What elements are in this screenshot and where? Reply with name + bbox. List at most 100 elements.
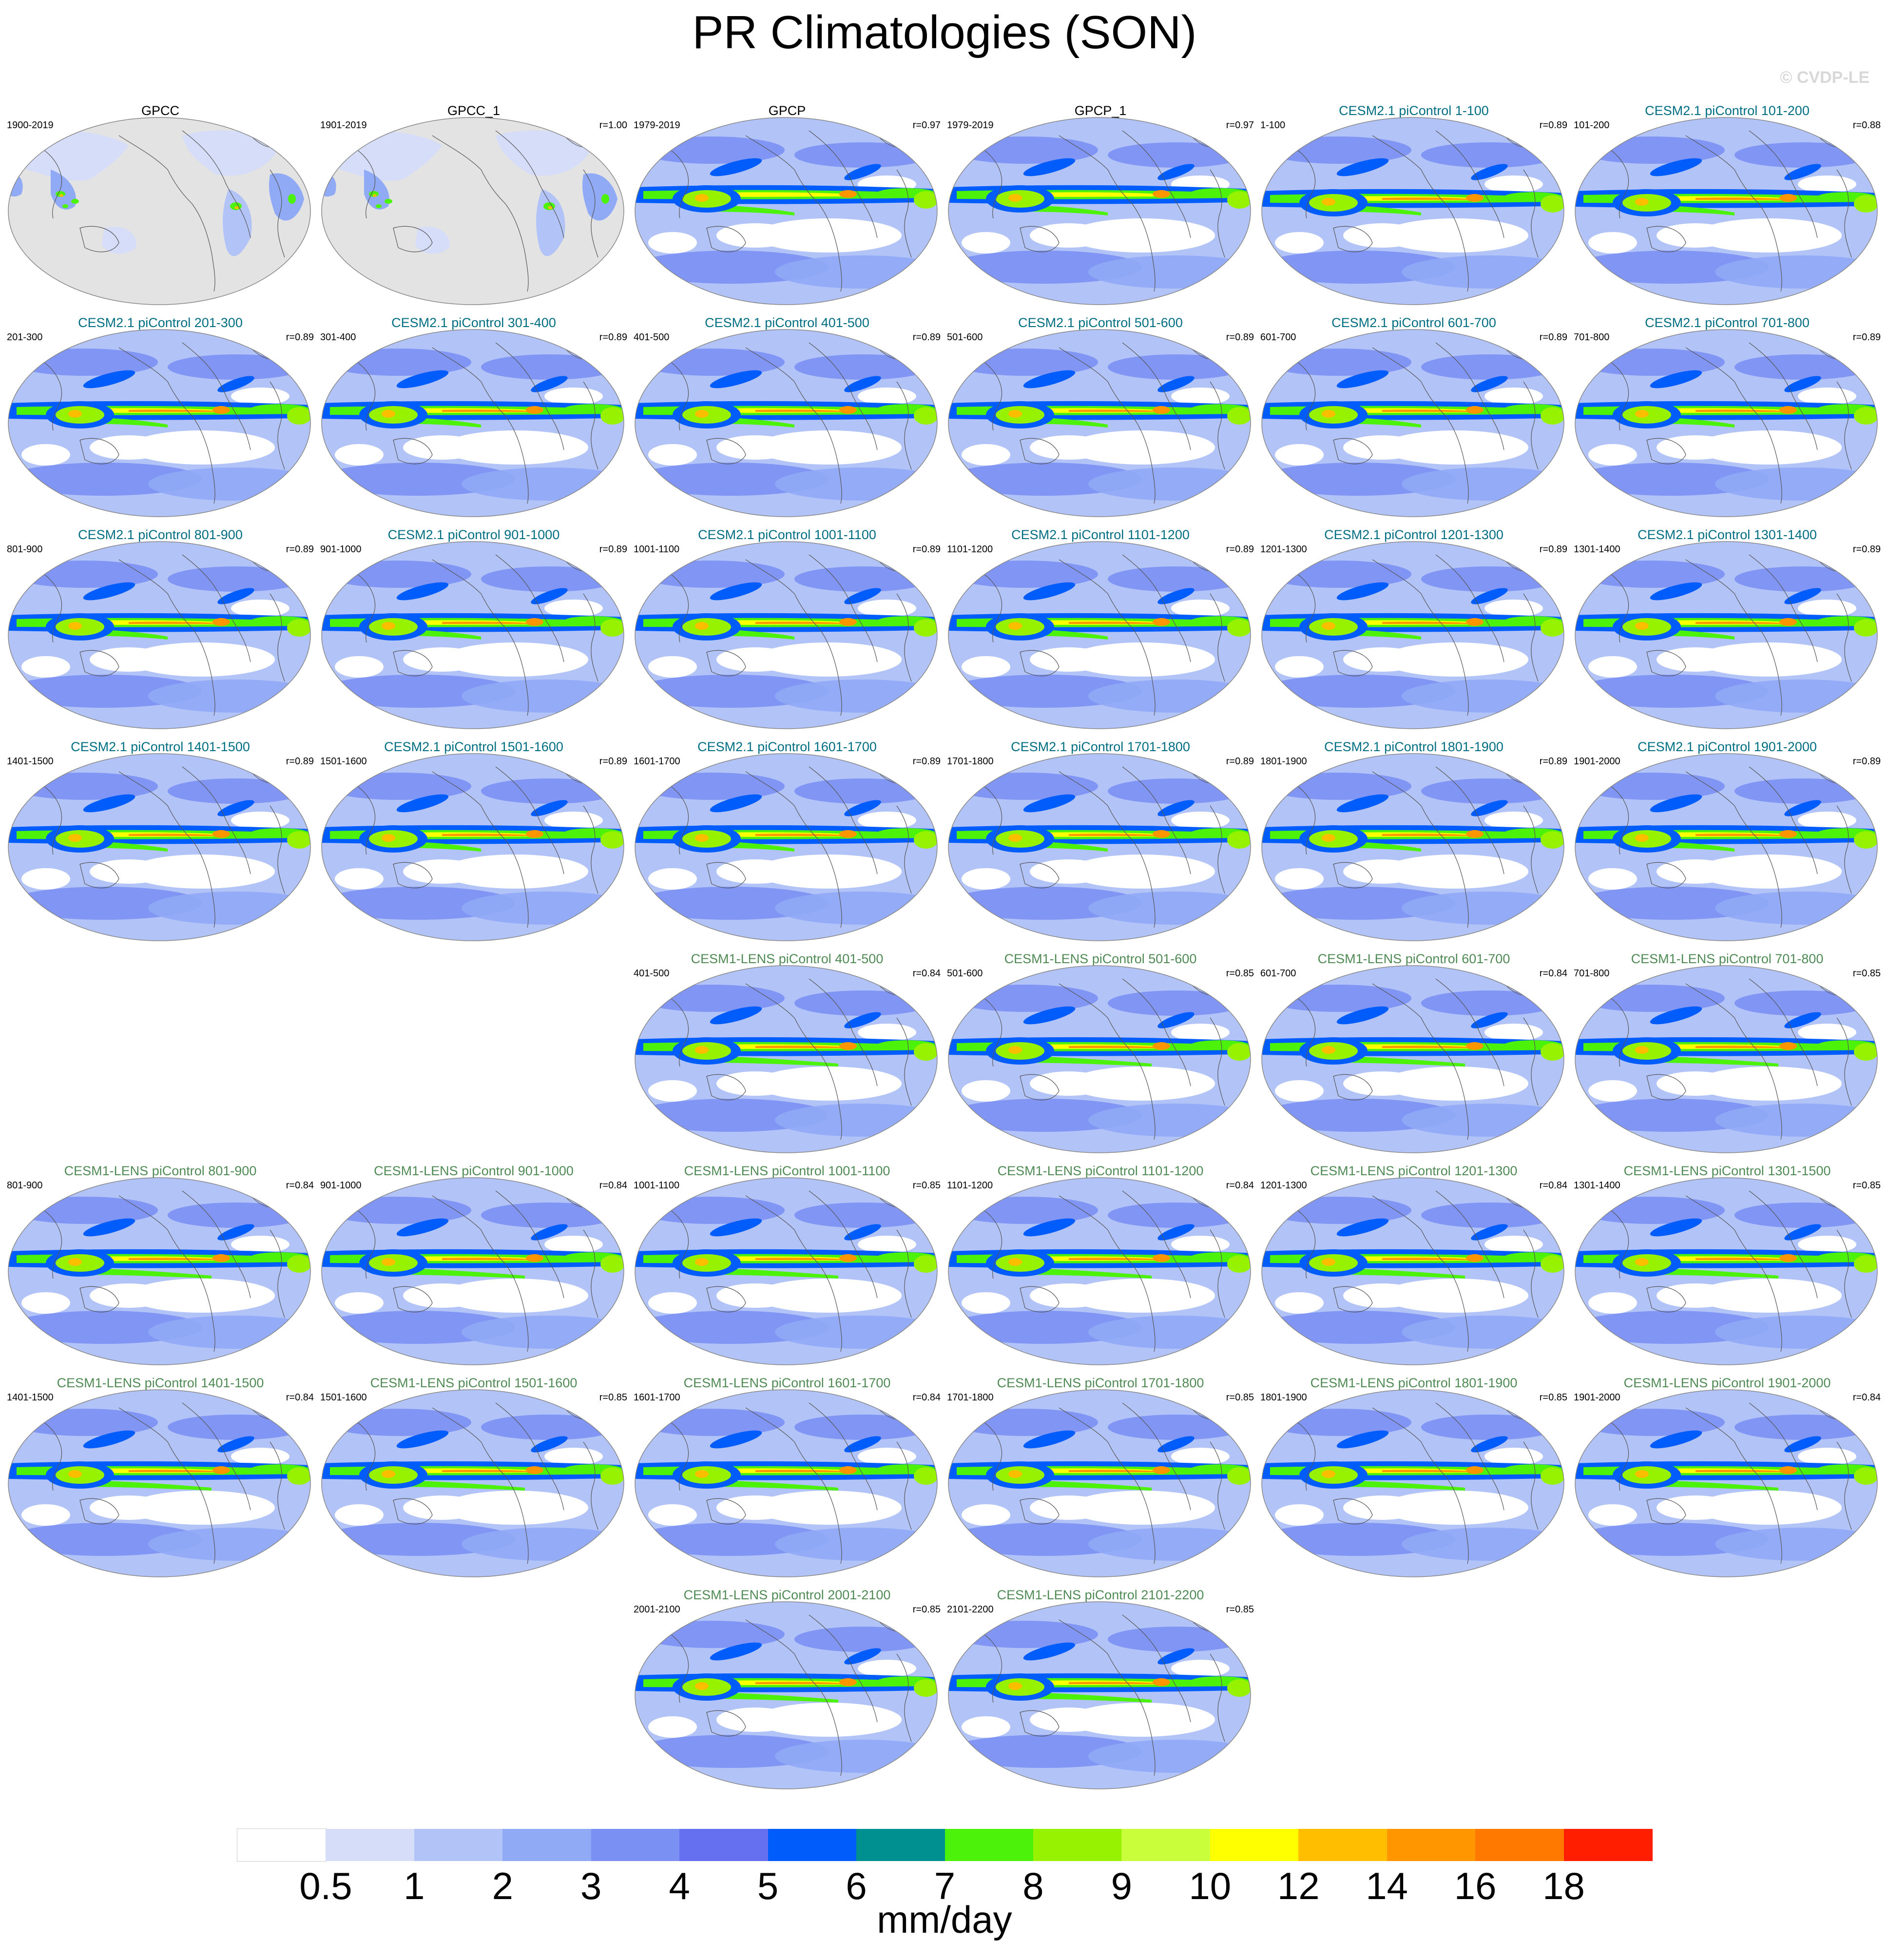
panel-correlation-label: r=0.89 (1852, 544, 1881, 555)
panel-correlation-label: r=0.89 (1852, 756, 1881, 767)
panel-title: CESM1-LENS piControl 701-800 (1631, 951, 1824, 966)
map-panel: CESM2.1 piControl 1001-1100 1001-1100 r=0.… (634, 527, 941, 732)
panel-period-label: 201-300 (7, 332, 43, 343)
colorbar-box (502, 1829, 592, 1861)
panel-correlation-label: r=0.85 (1539, 1392, 1567, 1403)
map-panel: CESM1-LENS piControl 1401-1500 1401-1500 r… (7, 1376, 314, 1580)
panel-period-label: 1901-2000 (1574, 756, 1620, 767)
map-panel: CESM2.1 piControl 801-900 801-900 r=0.89 (7, 527, 314, 732)
map-panel: GPCP_1 1979-2019 r=0.97 (947, 103, 1254, 308)
map-panel: CESM2.1 piControl 301-400 301-400 r=0.89 (320, 315, 627, 520)
colorbar-tick-label: 0.5 (299, 1864, 352, 1907)
map-panel: CESM1-LENS piControl 801-900 801-900 r=0.8… (7, 1164, 314, 1368)
panel-title: CESM1-LENS piControl 1201-1300 (1310, 1164, 1518, 1178)
panel-9-map (948, 329, 1251, 517)
panel-title: CESM1-LENS piControl 901-1000 (374, 1164, 574, 1178)
colorbar-box (414, 1829, 503, 1861)
panel-title: CESM1-LENS piControl 2101-2200 (997, 1588, 1204, 1602)
colorbar-box (326, 1829, 415, 1861)
panel-1-map (321, 117, 624, 305)
panel-correlation-label: r=0.85 (912, 1180, 941, 1191)
panel-period-label: 1101-1200 (947, 1180, 993, 1191)
map-panel: CESM1-LENS piControl 401-500 401-500 r=0.8… (634, 951, 941, 1156)
panel-correlation-label: r=0.89 (599, 756, 627, 767)
panel-29-map (321, 1177, 624, 1365)
panel-32-map (1261, 1177, 1564, 1365)
panel-correlation-label: r=0.85 (912, 1604, 941, 1615)
panel-correlation-label: r=0.89 (1226, 544, 1254, 555)
panel-28-map (8, 1177, 311, 1365)
panel-correlation-label: r=0.89 (1539, 332, 1567, 343)
panel-period-label: 501-600 (947, 332, 983, 343)
map-panel: CESM2.1 piControl 1901-2000 1901-2000 r=0.… (1574, 739, 1881, 944)
panel-title: GPCP (768, 103, 806, 118)
map-panel: CESM1-LENS piControl 601-700 601-700 r=0.8… (1260, 951, 1567, 1156)
panel-30-map (635, 1177, 938, 1365)
panel-title: CESM1-LENS piControl 1801-1900 (1310, 1376, 1518, 1390)
panel-title: CESM1-LENS piControl 1501-1600 (370, 1376, 578, 1390)
panel-22-map (1261, 753, 1564, 941)
panel-correlation-label: r=0.85 (1852, 1180, 1881, 1191)
map-panel: CESM1-LENS piControl 2101-2200 2101-2200 r… (947, 1588, 1254, 1792)
panel-40-map (635, 1601, 938, 1789)
panel-title: CESM2.1 piControl 1201-1300 (1324, 527, 1503, 542)
panel-title: GPCC_1 (447, 103, 501, 118)
panel-title: CESM1-LENS piControl 801-900 (64, 1164, 257, 1178)
panel-correlation-label: r=0.84 (1852, 1392, 1881, 1403)
map-panel: CESM2.1 piControl 601-700 601-700 r=0.89 (1260, 315, 1567, 520)
panel-period-label: 1979-2019 (634, 120, 680, 131)
colorbar-box (679, 1829, 769, 1861)
panel-correlation-label: r=0.85 (1226, 968, 1254, 979)
map-panel: CESM2.1 piControl 901-1000 901-1000 r=0.89 (320, 527, 627, 732)
map-panel: GPCC 1900-2019 (7, 103, 314, 308)
panel-26-map (1261, 965, 1564, 1153)
panel-correlation-label: r=0.84 (1539, 968, 1567, 979)
panel-13-map (321, 541, 624, 729)
map-panel: CESM2.1 piControl 1701-1800 1701-1800 r=0.… (947, 739, 1254, 944)
panel-title: CESM2.1 piControl 1701-1800 (1011, 739, 1190, 754)
panel-period-label: 901-1000 (320, 1180, 362, 1191)
panel-period-label: 1801-1900 (1260, 1392, 1307, 1403)
map-panel: CESM1-LENS piControl 2001-2100 2001-2100 r… (634, 1588, 941, 1792)
panel-period-label: 601-700 (1260, 968, 1296, 979)
panel-correlation-label: r=0.84 (1539, 1180, 1567, 1191)
panel-4-map (1261, 117, 1564, 305)
panel-correlation-label: r=0.84 (599, 1180, 627, 1191)
panel-33-map (1575, 1177, 1878, 1365)
panel-period-label: 1901-2019 (320, 120, 367, 131)
panel-period-label: 1201-1300 (1260, 544, 1307, 555)
panel-title: CESM2.1 piControl 1501-1600 (384, 739, 563, 754)
panel-period-label: 2101-2200 (947, 1604, 994, 1615)
panel-period-label: 1501-1600 (320, 756, 367, 767)
panel-title: CESM2.1 piControl 301-400 (391, 315, 556, 330)
map-panel: CESM1-LENS piControl 1601-1700 1601-1700 r… (634, 1376, 941, 1580)
panel-period-label: 301-400 (320, 332, 356, 343)
panel-19-map (321, 753, 624, 941)
panel-period-label: 1901-2000 (1574, 1392, 1620, 1403)
panel-correlation-label: r=0.85 (1852, 968, 1881, 979)
panel-period-label: 801-900 (7, 1180, 43, 1191)
panel-correlation-label: r=0.89 (1226, 332, 1254, 343)
map-panel: CESM1-LENS piControl 1901-2000 1901-2000 r… (1574, 1376, 1881, 1580)
panel-title: CESM1-LENS piControl 1401-1500 (57, 1376, 264, 1390)
panel-title: CESM1-LENS piControl 601-700 (1317, 951, 1510, 966)
figure-title: PR Climatologies (SON) (692, 6, 1197, 58)
map-panel: CESM2.1 piControl 1301-1400 1301-1400 r=0.… (1574, 527, 1881, 732)
panel-period-label: 601-700 (1260, 332, 1296, 343)
panel-correlation-label: r=0.84 (286, 1392, 314, 1403)
panel-title: CESM1-LENS piControl 1001-1100 (684, 1164, 890, 1178)
panel-27-map (1575, 965, 1878, 1153)
map-panel: CESM2.1 piControl 1401-1500 1401-1500 r=0.… (7, 739, 314, 944)
panel-period-label: 501-600 (947, 968, 983, 979)
map-panel: CESM2.1 piControl 201-300 201-300 r=0.89 (7, 315, 314, 520)
map-panel: CESM1-LENS piControl 1101-1200 1101-1200 r… (947, 1164, 1254, 1368)
panel-17-map (1575, 541, 1878, 729)
panel-title: CESM2.1 piControl 701-800 (1645, 315, 1810, 330)
panel-correlation-label: r=0.89 (912, 756, 941, 767)
map-panel: CESM1-LENS piControl 701-800 701-800 r=0.8… (1574, 951, 1881, 1156)
panel-12-map (8, 541, 311, 729)
panel-period-label: 1401-1500 (7, 756, 54, 767)
panel-correlation-label: r=0.89 (1539, 544, 1567, 555)
panel-correlation-label: r=0.89 (1852, 332, 1881, 343)
colorbar-box (768, 1829, 857, 1861)
